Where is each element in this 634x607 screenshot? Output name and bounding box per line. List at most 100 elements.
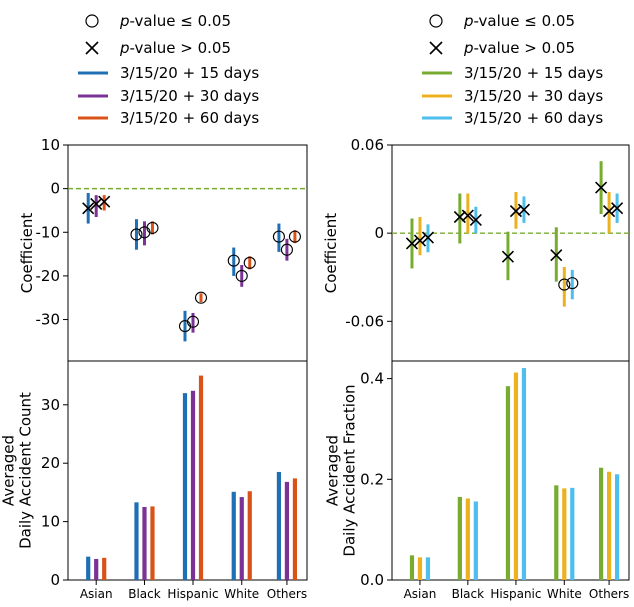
bar (182, 393, 188, 580)
circle-icon (429, 14, 443, 28)
y-axis-label-line: Averaged (0, 435, 18, 506)
point-marker-cross (90, 197, 103, 210)
bar (473, 501, 478, 580)
y-tick-label: -20 (36, 267, 61, 285)
point-marker-circle (146, 221, 159, 234)
point-marker-cross (595, 181, 608, 194)
legend-pvalue-text: -value ≤ 0.05 (474, 12, 575, 30)
point-marker-cross (501, 250, 515, 263)
plot-frame (67, 360, 308, 581)
bar (457, 496, 462, 580)
bar (614, 474, 620, 580)
point-marker-cross (82, 202, 95, 215)
y-axis-label-line: Averaged (324, 435, 342, 506)
legend-p-symbol: p (119, 12, 130, 30)
bar (190, 390, 196, 580)
legend-right: p-value ≤ 0.05p-value > 0.053/15/20 + 15… (422, 12, 603, 127)
point-marker-circle (566, 277, 579, 290)
bar (231, 491, 236, 580)
bar (134, 502, 139, 580)
bar (142, 507, 147, 580)
plot-frame (391, 360, 630, 581)
bar (417, 557, 423, 580)
legend-pvalue-text: -value > 0.05 (130, 39, 231, 57)
bar (292, 478, 298, 580)
cross-icon (85, 41, 99, 55)
bar (94, 558, 99, 580)
cross-icon (429, 41, 443, 55)
bar (239, 497, 244, 580)
point-marker-cross (469, 213, 482, 227)
y-axis-label: Coefficient (18, 213, 36, 294)
x-tick-label: Others (267, 587, 307, 601)
legend-marker-label: p-value > 0.05 (119, 39, 231, 57)
legend-line-label: 3/15/20 + 15 days (120, 64, 259, 82)
bar (505, 386, 511, 580)
circle-icon (85, 14, 99, 28)
y-axis-label-line: Daily Accident Count (17, 392, 35, 549)
y-tick-label: 10 (41, 136, 60, 154)
y-tick-label: 0 (374, 224, 384, 242)
x-tick-label: Hispanic (167, 587, 218, 601)
legend-pvalue-text: -value ≤ 0.05 (130, 12, 231, 30)
y-tick-label: -30 (36, 311, 61, 329)
bar (247, 491, 252, 580)
y-tick-label: 0 (50, 180, 60, 198)
legend-pvalue-text: -value > 0.05 (474, 39, 575, 57)
bar (598, 467, 604, 580)
x-tick-label: Black (452, 587, 485, 601)
x-tick-label: Asian (404, 587, 437, 601)
x-tick-label: Hispanic (490, 587, 541, 601)
point-marker-cross (550, 249, 563, 262)
y-tick-label: 10 (41, 513, 60, 531)
point-marker-circle (194, 291, 208, 304)
point-marker-circle (130, 228, 143, 241)
bar (284, 481, 290, 580)
legend-p-symbol: p (119, 39, 130, 57)
y-tick-label: 0.0 (360, 571, 384, 589)
legend-line-label: 3/15/20 + 60 days (464, 109, 603, 127)
point-marker-circle (186, 315, 200, 328)
point-marker-cross (413, 234, 427, 247)
point-marker-circle (243, 256, 256, 269)
y-tick-label: -10 (36, 223, 61, 241)
y-tick-label: -0.06 (345, 312, 384, 330)
y-axis-label: Coefficient (322, 213, 340, 294)
y-tick-label: 0 (50, 571, 60, 589)
bar (409, 555, 415, 580)
point-marker-circle (558, 278, 571, 291)
legend-line-label: 3/15/20 + 30 days (120, 87, 259, 105)
bar (554, 485, 559, 580)
bar (102, 557, 107, 580)
bar (521, 368, 527, 580)
bar (86, 556, 91, 580)
x-tick-label: White (547, 587, 582, 601)
point-marker-circle (235, 269, 248, 282)
legend-line-label: 3/15/20 + 15 days (464, 64, 603, 82)
bar (465, 498, 470, 580)
point-marker-circle (280, 243, 293, 256)
legend-p-symbol: p (463, 39, 474, 57)
y-axis-label: AveragedDaily Accident Count (0, 392, 35, 549)
x-tick-label: Black (128, 587, 161, 601)
point-marker-cross (611, 202, 624, 215)
legend-left: p-value ≤ 0.05p-value > 0.053/15/20 + 15… (78, 12, 259, 127)
y-axis-label-line: Daily Accident Fraction (341, 384, 359, 556)
x-tick-label: Asian (80, 587, 113, 601)
point-marker-cross (421, 231, 435, 244)
x-tick-label: Others (589, 587, 629, 601)
y-tick-label: 0.06 (351, 136, 384, 154)
legend-marker-label: p-value > 0.05 (463, 39, 575, 57)
legend-line-label: 3/15/20 + 60 days (120, 109, 259, 127)
bar (198, 375, 204, 580)
y-tick-label: 0.2 (360, 470, 384, 488)
bar (606, 471, 612, 580)
legend-p-symbol: p (463, 12, 474, 30)
y-tick-label: 20 (41, 454, 60, 472)
point-marker-cross (405, 237, 419, 250)
bar (562, 488, 567, 580)
legend-line-label: 3/15/20 + 30 days (464, 87, 603, 105)
y-axis-label: AveragedDaily Accident Fraction (324, 384, 359, 556)
legend-marker-label: p-value ≤ 0.05 (463, 12, 575, 30)
bar (425, 557, 431, 580)
